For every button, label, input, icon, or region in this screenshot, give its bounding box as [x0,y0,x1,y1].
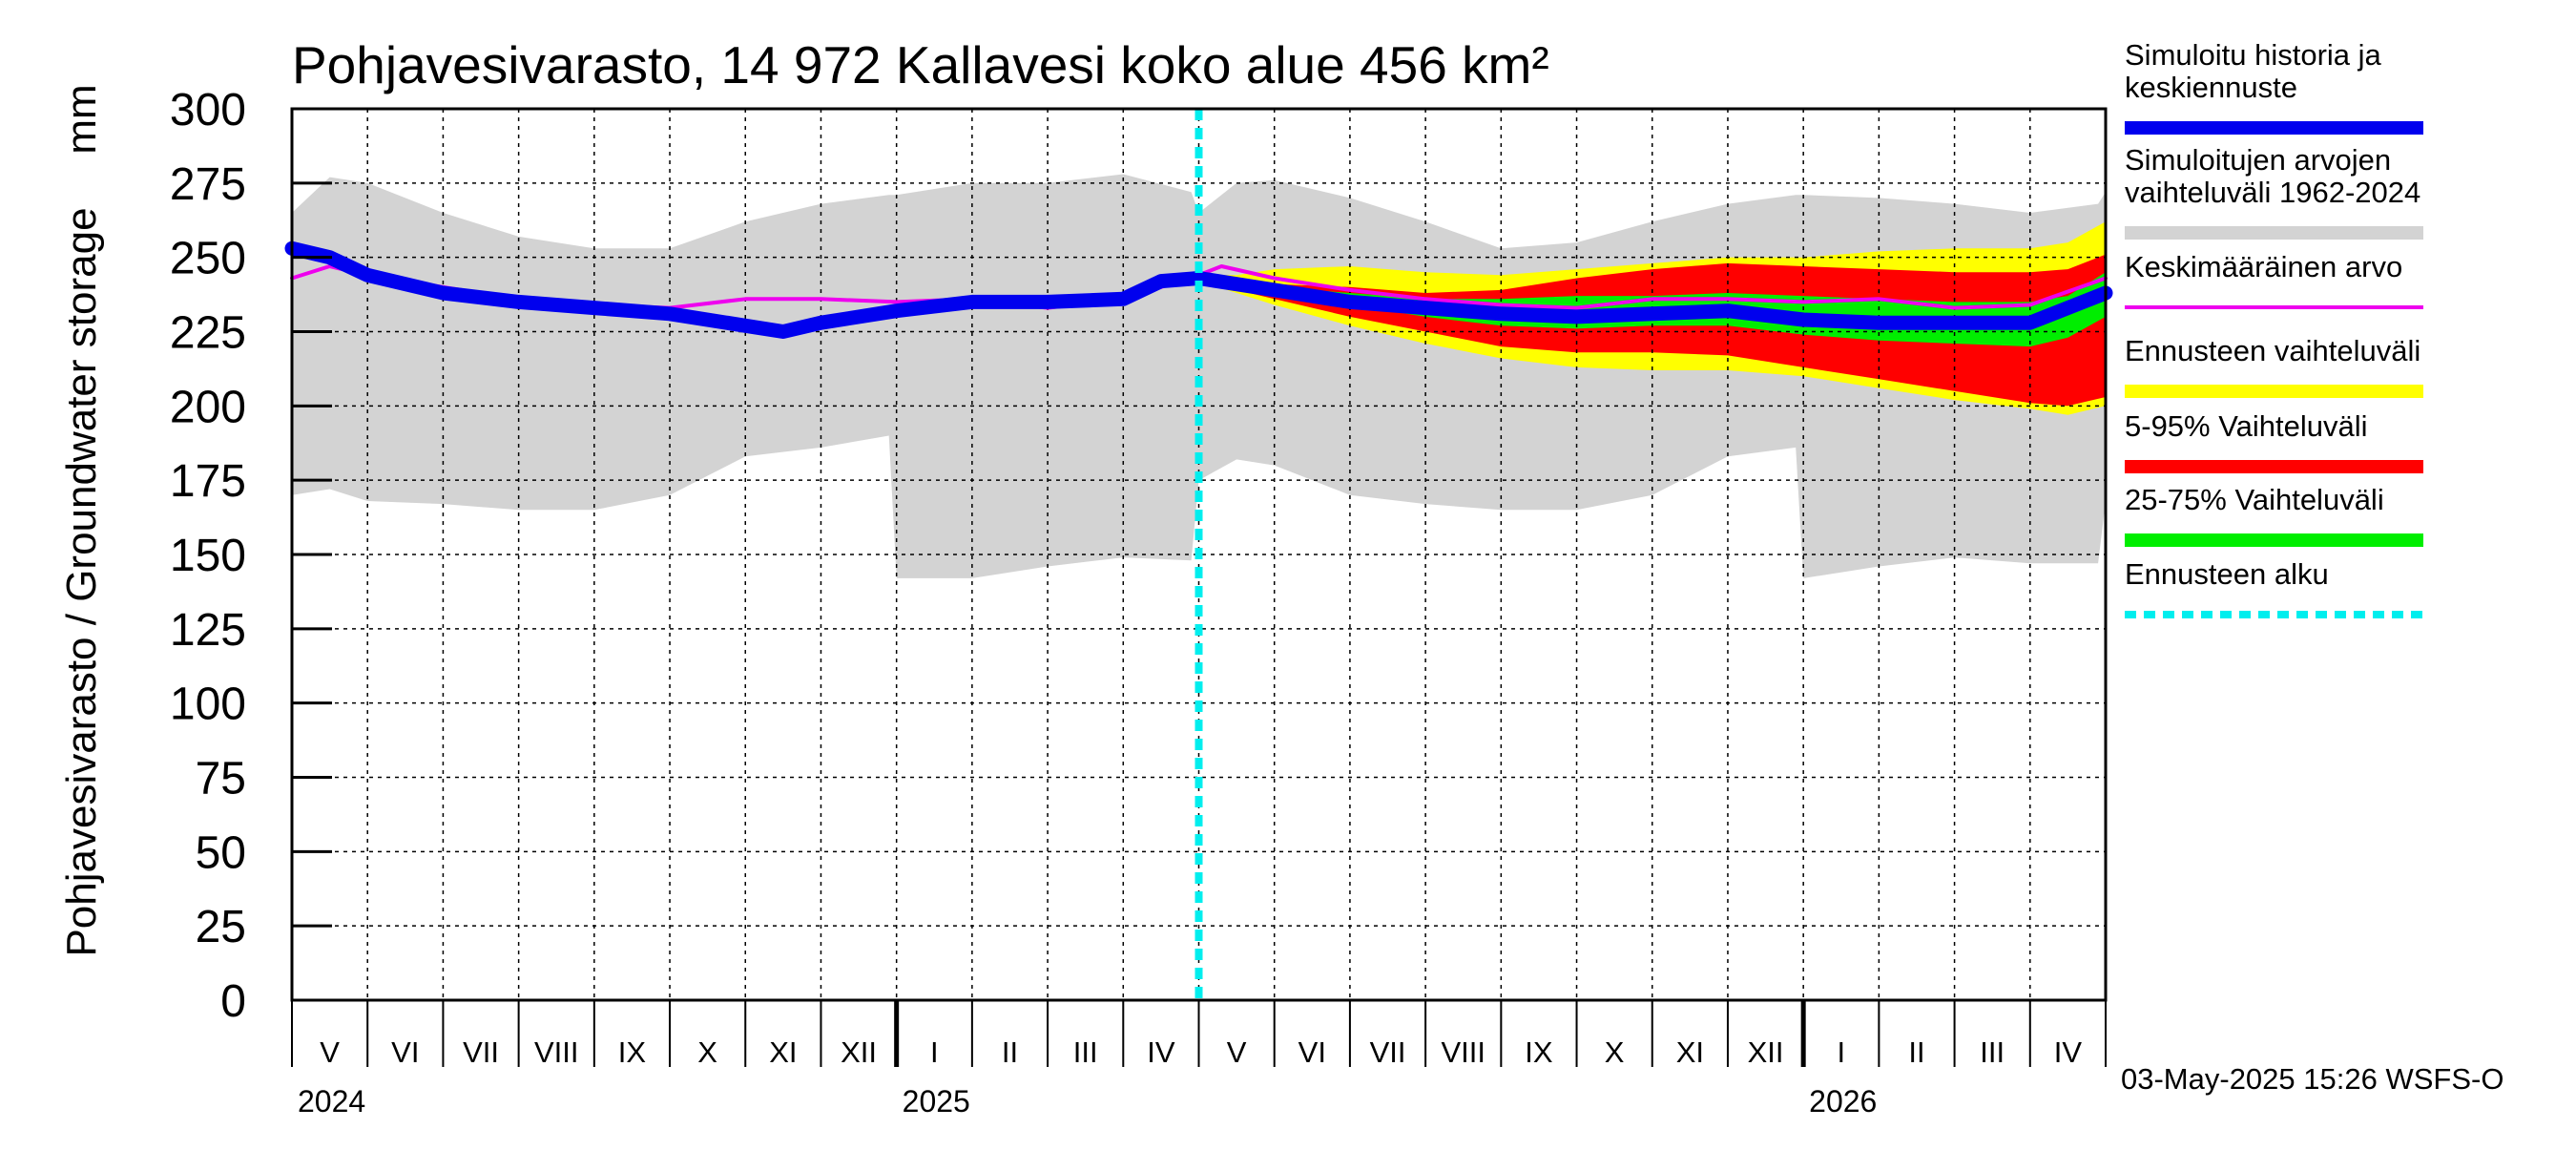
month-label: IV [2054,1035,2083,1069]
month-label: V [320,1035,340,1069]
y-tick-label: 50 [196,827,246,878]
y-tick-label: 75 [196,754,246,805]
month-label: XI [1676,1035,1704,1069]
y-tick-label: 275 [170,159,246,210]
month-label: VI [391,1035,419,1069]
month-label: X [697,1035,717,1069]
month-label: II [1908,1035,1924,1069]
y-tick-label: 175 [170,456,246,507]
month-label: III [1073,1035,1098,1069]
y-tick-label: 200 [170,382,246,432]
legend-label: keskiennuste [2125,71,2297,104]
year-label: 2025 [903,1084,970,1119]
timestamp: 03-May-2025 15:26 WSFS-O [2121,1062,2503,1096]
month-label: III [1980,1035,2005,1069]
legend-label: Keskimääräinen arvo [2125,250,2402,283]
y-tick-label: 150 [170,531,246,581]
month-label: VIII [534,1035,579,1069]
legend-label: Simuloitu historia ja [2125,38,2382,72]
legend-label: Ennusteen alku [2125,557,2329,591]
y-tick-label: 225 [170,308,246,359]
lines-layer [284,109,2113,1000]
month-label: I [1837,1035,1845,1069]
month-label: VI [1298,1035,1326,1069]
y-tick-label: 100 [170,680,246,730]
series-line-simuloitu-historia-ja-keskiennuste [284,240,2113,339]
chart-title: Pohjavesivarasto, 14 972 Kallavesi koko … [292,35,1549,94]
y-axis-label: Pohjavesivarasto / Groundwater storage [58,207,105,956]
month-label: VII [463,1035,499,1069]
month-label: VII [1370,1035,1406,1069]
y-tick-label: 0 [220,976,246,1027]
y-tick-label: 250 [170,234,246,284]
legend-label: Simuloitujen arvojen [2125,143,2391,177]
month-label: XII [841,1035,877,1069]
month-label: IX [618,1035,647,1069]
y-tick-label: 125 [170,605,246,656]
y-tick-label: 300 [170,85,246,136]
legend-label: 5-95% Vaihteluväli [2125,409,2367,443]
grid-layer [292,108,2106,1000]
month-label: VIII [1441,1035,1485,1069]
month-label: V [1227,1035,1247,1069]
year-label: 2024 [298,1084,365,1119]
legend-label: 25-75% Vaihteluväli [2125,483,2384,516]
month-label: IX [1525,1035,1553,1069]
month-label: I [930,1035,939,1069]
month-label: XI [769,1035,797,1069]
month-label: IV [1147,1035,1175,1069]
month-label: II [1002,1035,1018,1069]
year-label: 2026 [1809,1084,1877,1119]
y-tick-label: 25 [196,902,246,952]
legend-label: vaihteluväli 1962-2024 [2125,176,2420,209]
month-label: X [1605,1035,1625,1069]
legend-label: Ennusteen vaihteluväli [2125,334,2420,367]
unit-label: mm [58,84,105,154]
month-label: XII [1748,1035,1784,1069]
